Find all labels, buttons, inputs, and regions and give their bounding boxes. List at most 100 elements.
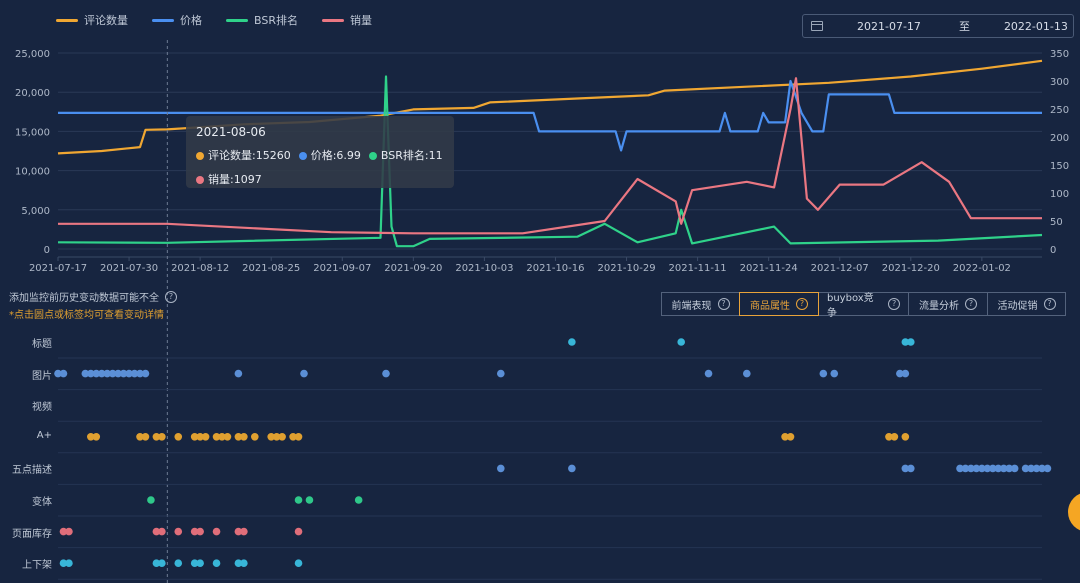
change-dot[interactable] [59,527,68,536]
change-dot[interactable] [65,527,73,536]
change-dot[interactable] [972,464,981,473]
change-dot[interactable] [234,433,243,441]
legend-item[interactable]: 评论数量 [56,12,128,28]
change-dot[interactable] [819,369,828,378]
change-dot[interactable] [234,369,243,378]
change-dot[interactable] [81,369,90,378]
change-dot[interactable] [294,496,303,504]
row-label[interactable]: A+ [36,429,52,441]
change-dot[interactable] [141,369,150,378]
change-dot[interactable] [152,559,161,567]
change-dot[interactable] [136,433,144,441]
change-dot[interactable] [289,433,297,441]
help-icon[interactable]: ? [165,290,177,303]
change-dot[interactable] [896,369,904,378]
change-dot[interactable] [272,433,281,441]
row-label[interactable]: 页面库存 [12,528,52,540]
row-label[interactable]: 标题 [32,339,52,350]
change-dot[interactable] [901,464,910,473]
help-icon[interactable]: ? [1043,298,1056,310]
help-icon[interactable]: ? [717,298,730,310]
change-dot[interactable] [201,433,210,441]
change-dot[interactable] [87,369,95,378]
change-dot[interactable] [240,433,248,441]
help-icon[interactable]: ? [965,298,977,310]
change-dot[interactable] [103,369,111,378]
change-dot[interactable] [1032,464,1041,473]
change-dot[interactable] [885,433,893,441]
change-dot[interactable] [130,369,139,378]
legend-item[interactable]: BSR排名 [226,12,298,28]
change-dot[interactable] [999,464,1008,473]
change-dot[interactable] [830,369,839,378]
change-dot[interactable] [196,559,204,567]
change-dot[interactable] [174,433,183,441]
floating-action-button[interactable] [1068,492,1080,532]
change-dot[interactable] [901,338,910,346]
change-dot[interactable] [294,559,303,567]
change-dot[interactable] [240,559,248,567]
change-dot[interactable] [983,464,992,473]
change-dot[interactable] [234,559,243,567]
change-dot[interactable] [65,559,73,567]
help-icon[interactable]: ? [888,298,900,310]
date-start[interactable]: 2021-07-17 [857,19,921,33]
change-dot[interactable] [1005,464,1013,473]
tab-promotions[interactable]: 活动促销? [987,292,1066,316]
change-dot[interactable] [568,338,576,346]
row-label[interactable]: 上下架 [22,560,52,572]
change-dot[interactable] [568,464,576,473]
change-dot[interactable] [218,433,226,441]
change-dot[interactable] [890,433,899,441]
date-end[interactable]: 2022-01-13 [1003,19,1068,33]
change-dot[interactable] [158,559,166,567]
change-dot[interactable] [234,527,243,536]
legend-item[interactable]: 销量 [321,12,372,28]
change-dot[interactable] [125,369,133,378]
change-dot[interactable] [294,433,303,441]
change-dot[interactable] [267,433,276,441]
change-dot[interactable] [1010,464,1019,473]
change-dot[interactable] [1043,464,1052,473]
change-dot[interactable] [907,464,915,473]
change-dot[interactable] [786,433,795,441]
change-dot[interactable] [1021,464,1030,473]
tab-frontend[interactable]: 前端表现? [661,292,740,316]
change-dot[interactable] [907,338,915,346]
change-dot[interactable] [1027,464,1035,473]
tab-buybox[interactable]: buybox竞争? [818,292,909,319]
change-dot[interactable] [158,433,166,441]
change-dot[interactable] [97,369,106,378]
tab-product-attributes[interactable]: 商品属性? [739,292,819,316]
change-dot[interactable] [677,338,685,346]
change-dot[interactable] [196,433,204,441]
change-dot[interactable] [994,464,1003,473]
change-dot[interactable] [196,527,204,536]
change-dot[interactable] [354,496,363,504]
change-dot[interactable] [59,369,68,378]
row-label[interactable]: 五点描述 [12,465,52,477]
change-dot[interactable] [119,369,128,378]
change-dot[interactable] [212,527,221,536]
change-dot[interactable] [704,369,713,378]
change-dot[interactable] [174,559,183,567]
change-dot[interactable] [278,433,286,441]
change-dot[interactable] [114,369,122,378]
change-dot[interactable] [1038,464,1046,473]
change-dot[interactable] [901,433,910,441]
change-dot[interactable] [294,527,303,536]
change-dot[interactable] [152,527,161,536]
row-label[interactable]: 视频 [32,402,52,414]
change-dot[interactable] [382,369,390,378]
change-dot[interactable] [141,433,150,441]
change-dot[interactable] [190,527,199,536]
change-dot[interactable] [743,369,751,378]
change-dot[interactable] [300,369,308,378]
change-dot[interactable] [92,369,101,378]
change-dot[interactable] [223,433,232,441]
change-dot[interactable] [989,464,997,473]
change-dot[interactable] [240,527,248,536]
change-dot[interactable] [190,559,199,567]
tab-traffic[interactable]: 流量分析? [908,292,988,316]
